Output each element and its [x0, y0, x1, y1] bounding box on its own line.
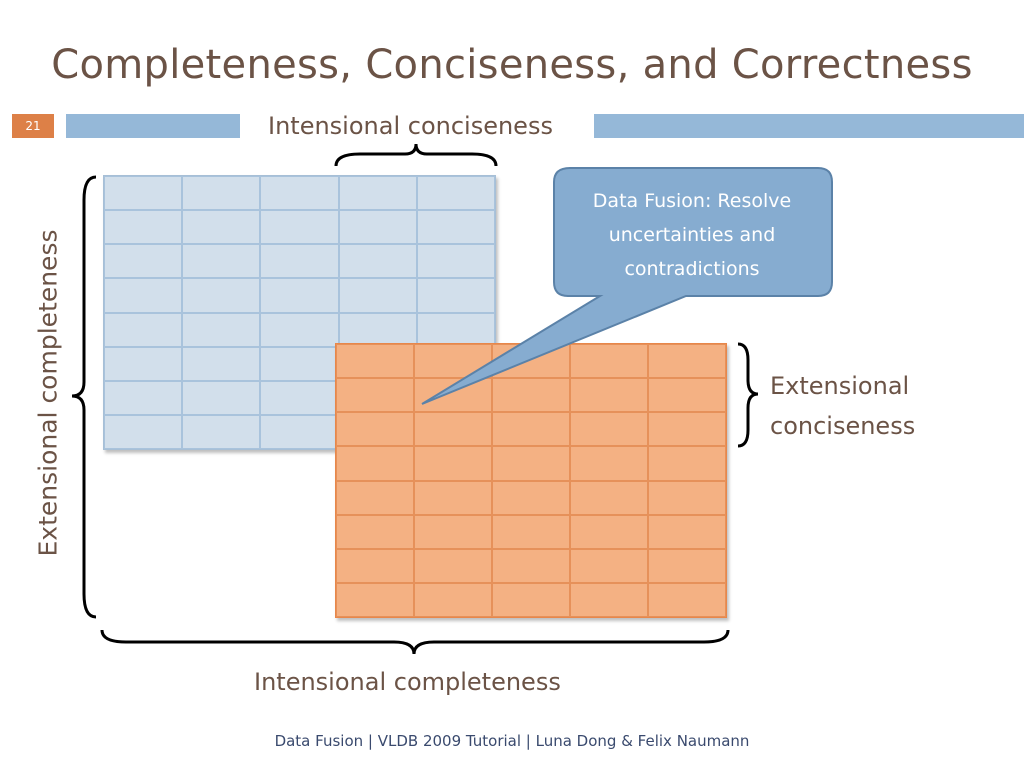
- left-brace: [71, 175, 97, 619]
- table-cell: [260, 278, 339, 313]
- extensional-conciseness-line2: conciseness: [770, 412, 916, 440]
- table-cell: [336, 548, 414, 583]
- table-cell: [492, 548, 570, 583]
- table-cell: [338, 176, 417, 211]
- table-cell: [492, 582, 570, 617]
- table-cell: [336, 514, 414, 549]
- table-cell: [104, 278, 183, 313]
- callout-text: Data Fusion: Resolve uncertainties and c…: [592, 190, 792, 280]
- table-cell: [416, 210, 495, 245]
- table-cell: [570, 480, 648, 515]
- callout-bubble: [421, 167, 833, 405]
- table-cell: [492, 514, 570, 549]
- table-cell: [182, 346, 261, 381]
- table-cell: [104, 380, 183, 415]
- slide-title: Completeness, Conciseness, and Correctne…: [51, 42, 973, 88]
- table-cell: [570, 378, 648, 413]
- table-cell: [182, 312, 261, 347]
- orange-table: [335, 343, 727, 618]
- table-cell: [336, 344, 414, 379]
- table-cell: [570, 548, 648, 583]
- right-brace: [737, 342, 759, 448]
- table-cell: [182, 414, 261, 449]
- table-cell: [182, 176, 261, 211]
- table-cell: [336, 412, 414, 447]
- table-cell: [104, 176, 183, 211]
- table-cell: [104, 244, 183, 279]
- table-cell: [414, 412, 492, 447]
- table-cell: [414, 548, 492, 583]
- table-cell: [570, 344, 648, 379]
- table-cell: [414, 480, 492, 515]
- table-cell: [104, 346, 183, 381]
- bottom-brace: [100, 629, 730, 655]
- table-cell: [182, 244, 261, 279]
- table-cell: [570, 514, 648, 549]
- header-bar-right: [594, 114, 1024, 138]
- table-cell: [182, 380, 261, 415]
- table-cell: [648, 344, 726, 379]
- table-cell: [416, 244, 495, 279]
- table-cell: [648, 480, 726, 515]
- table-cell: [414, 514, 492, 549]
- table-cell: [570, 412, 648, 447]
- extensional-completeness-label: Extensional completeness: [33, 229, 63, 557]
- table-cell: [260, 244, 339, 279]
- table-cell: [260, 312, 339, 347]
- extensional-conciseness-line1: Extensional: [770, 372, 910, 400]
- table-cell: [416, 278, 495, 313]
- table-cell: [416, 176, 495, 211]
- table-cell: [336, 446, 414, 481]
- table-cell: [648, 548, 726, 583]
- top-brace: [334, 143, 498, 167]
- table-cell: [648, 446, 726, 481]
- table-cell: [570, 582, 648, 617]
- extensional-conciseness-label: Extensional conciseness: [770, 366, 915, 446]
- table-cell: [414, 582, 492, 617]
- table-cell: [104, 210, 183, 245]
- table-cell: [648, 412, 726, 447]
- table-cell: [260, 210, 339, 245]
- table-cell: [182, 278, 261, 313]
- slide-number: 21: [12, 114, 54, 138]
- table-cell: [648, 582, 726, 617]
- table-cell: [492, 480, 570, 515]
- intensional-completeness-label: Intensional completeness: [254, 668, 561, 696]
- table-cell: [336, 378, 414, 413]
- table-cell: [338, 244, 417, 279]
- table-cell: [182, 210, 261, 245]
- table-cell: [648, 378, 726, 413]
- table-cell: [260, 176, 339, 211]
- table-cell: [338, 210, 417, 245]
- table-cell: [414, 446, 492, 481]
- table-cell: [492, 446, 570, 481]
- table-cell: [414, 378, 492, 413]
- table-cell: [570, 446, 648, 481]
- table-cell: [648, 514, 726, 549]
- table-cell: [336, 480, 414, 515]
- intensional-conciseness-label: Intensional conciseness: [268, 112, 553, 140]
- table-cell: [338, 278, 417, 313]
- header-bar-left: [66, 114, 240, 138]
- table-cell: [492, 412, 570, 447]
- table-cell: [492, 378, 570, 413]
- slide-footer: Data Fusion | VLDB 2009 Tutorial | Luna …: [274, 732, 750, 750]
- table-cell: [336, 582, 414, 617]
- table-cell: [104, 312, 183, 347]
- table-cell: [104, 414, 183, 449]
